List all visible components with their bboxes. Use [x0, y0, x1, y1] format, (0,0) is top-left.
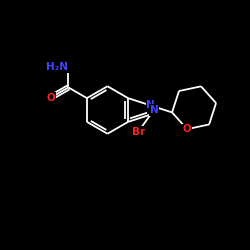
Text: H₂N: H₂N — [46, 62, 68, 72]
Text: N: N — [150, 105, 158, 115]
Text: Br: Br — [132, 127, 145, 137]
Text: O: O — [46, 92, 55, 102]
Text: O: O — [183, 124, 192, 134]
Text: N: N — [146, 100, 155, 110]
